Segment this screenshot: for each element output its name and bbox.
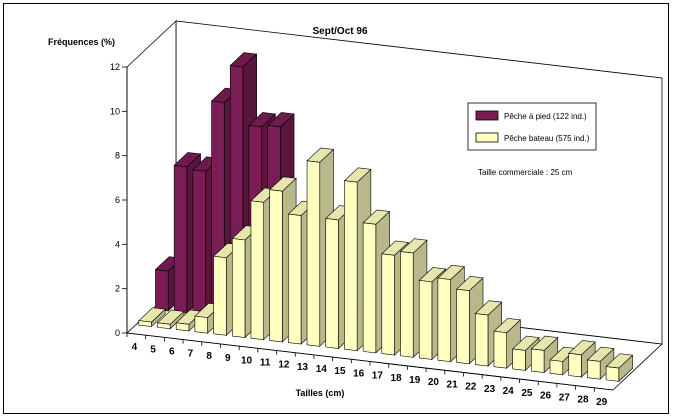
x-tick-label: 7 (188, 349, 194, 360)
chart-bars (138, 52, 634, 383)
y-tick-label: 0 (115, 328, 120, 338)
y-tick-label: 8 (115, 151, 120, 161)
x-tick-label: 29 (596, 397, 608, 408)
x-tick-label: 19 (409, 375, 421, 386)
x-tick-label: 25 (521, 388, 533, 399)
x-tick-label: 12 (278, 360, 290, 371)
x-tick-label: 27 (559, 393, 571, 404)
bar-bateau-5 (156, 309, 185, 330)
legend-swatch-bateau (475, 132, 499, 143)
x-tick-label: 26 (540, 390, 552, 401)
x-tick-label: 15 (334, 366, 346, 377)
y-tick-label: 2 (115, 284, 120, 294)
legend-swatch-pied (475, 110, 499, 121)
bar-bateau-29 (605, 353, 634, 383)
y-tick-label: 4 (115, 239, 120, 249)
bar-bateau-25 (530, 335, 559, 374)
x-tick-label: 21 (447, 379, 459, 390)
legend-label-bateau: Pêche bateau (575 ind.) (504, 134, 590, 143)
x-tick-label: 16 (353, 368, 365, 379)
annotation-commercial-size: Taille commerciale : 25 cm (478, 168, 573, 177)
x-tick-label: 23 (484, 384, 496, 395)
x-tick-label: 20 (428, 377, 440, 388)
x-tick-label: 28 (577, 395, 589, 406)
bar-bateau-27 (568, 340, 596, 378)
x-tick-label: 9 (225, 353, 231, 364)
legend-label-pied: Pêche à pied (122 ind.) (504, 112, 587, 121)
x-axis-label: Tailles (cm) (296, 388, 345, 398)
bar-bateau-28 (586, 346, 615, 380)
x-tick-label: 8 (206, 351, 212, 362)
y-axis-label: Fréquences (%) (48, 37, 115, 47)
y-tick-label: 12 (110, 62, 120, 72)
legend: Pêche à pied (122 ind.) Pêche bateau (57… (467, 102, 597, 151)
x-tick-label: 24 (503, 386, 515, 397)
y-tick-label: 6 (115, 195, 120, 205)
x-tick-label: 18 (390, 373, 402, 384)
x-tick-label: 11 (260, 357, 271, 368)
x-tick-label: 10 (241, 355, 253, 366)
x-tick-label: 6 (169, 346, 175, 357)
x-tick-label: 5 (150, 344, 156, 355)
x-tick-label: 4 (132, 342, 138, 353)
x-tick-label: 22 (465, 382, 477, 393)
chart-title: Sept/Oct 96 (312, 26, 367, 37)
x-tick-label: 17 (372, 371, 384, 382)
chart-frame (3, 3, 669, 414)
y-tick-label: 10 (110, 106, 120, 116)
bar-bateau-4 (138, 307, 166, 328)
x-tick-label: 14 (316, 364, 328, 375)
x-tick-label: 13 (297, 362, 309, 373)
